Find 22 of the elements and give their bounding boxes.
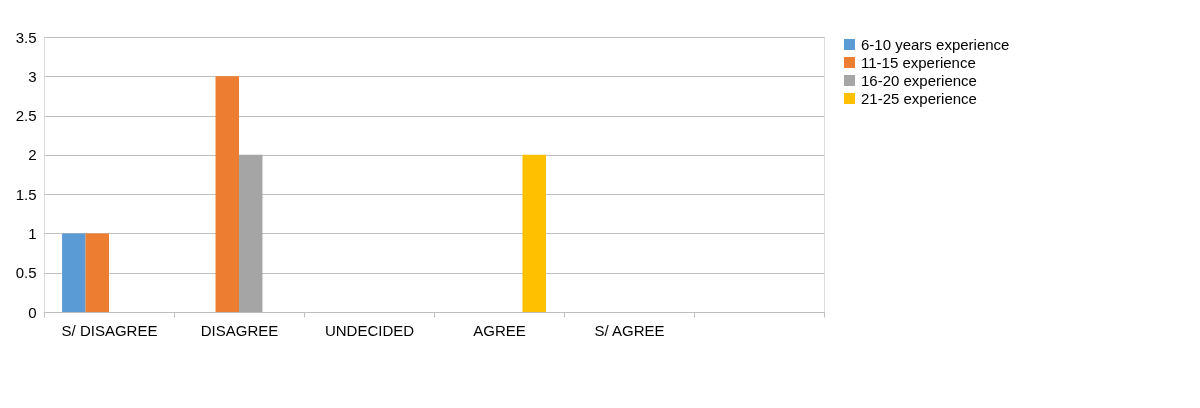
legend-label: 6-10 years experience xyxy=(861,35,1010,53)
legend-label: 11-15 experience xyxy=(861,53,976,71)
y-tick-label: 0 xyxy=(28,303,37,321)
bar xyxy=(62,233,86,312)
x-tick-label: AGREE xyxy=(473,321,526,339)
x-tick-label: S/ DISAGREE xyxy=(61,321,158,339)
y-tick-label: 3 xyxy=(28,67,37,85)
bar xyxy=(85,233,109,312)
y-tick-label: 1 xyxy=(28,224,37,242)
bar xyxy=(215,76,239,312)
x-tick-label: DISAGREE xyxy=(200,321,279,339)
bar xyxy=(239,154,263,312)
bar xyxy=(522,154,546,312)
x-tick-label: UNDECIDED xyxy=(324,321,415,339)
y-tick-label: 1.5 xyxy=(15,185,37,203)
x-tick-label: S/ AGREE xyxy=(594,321,665,339)
legend-label: 21-25 experience xyxy=(861,89,977,107)
y-tick-label: 2 xyxy=(28,146,37,164)
legend-label: 16-20 experience xyxy=(861,71,977,89)
y-tick-label: 2.5 xyxy=(15,107,37,125)
y-tick-label: 0.5 xyxy=(15,264,37,282)
y-tick-label: 3.5 xyxy=(15,28,37,46)
